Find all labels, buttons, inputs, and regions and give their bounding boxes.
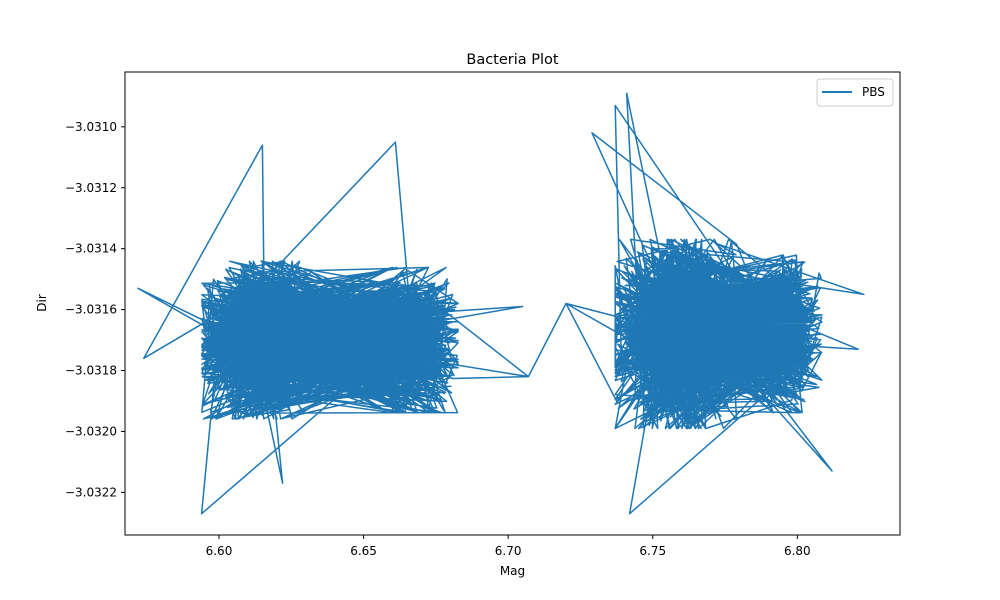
plot-area-frame [124, 71, 901, 536]
legend-label-pbs: PBS [862, 85, 885, 99]
x-axis: 6.60 6.65 6.70 6.75 6.80 [206, 535, 811, 558]
y-tick-label: −3.0314 [65, 242, 117, 256]
y-axis: −3.0310 −3.0312 −3.0314 −3.0316 −3.0318 −3.03… [65, 120, 125, 499]
y-tick-label: −3.0316 [65, 303, 117, 317]
x-tick-label: 6.70 [495, 544, 522, 558]
x-axis-label: Mag [500, 564, 525, 578]
x-tick-label: 6.75 [639, 544, 666, 558]
legend-box [816, 78, 894, 107]
y-axis-label: Dir [35, 294, 49, 312]
x-tick-label: 6.65 [350, 544, 377, 558]
chart-title: Bacteria Plot [466, 52, 559, 68]
legend: PBS [816, 78, 894, 107]
y-tick-label: −3.0320 [65, 424, 117, 438]
y-tick-label: −3.0322 [65, 485, 117, 499]
x-tick-label: 6.60 [206, 544, 233, 558]
y-tick-label: −3.0312 [65, 181, 117, 195]
series-pbs [137, 92, 865, 515]
y-tick-label: −3.0318 [65, 364, 117, 378]
series-line-pbs [137, 92, 865, 515]
y-tick-label: −3.0310 [65, 120, 117, 134]
x-tick-label: 6.80 [784, 544, 811, 558]
